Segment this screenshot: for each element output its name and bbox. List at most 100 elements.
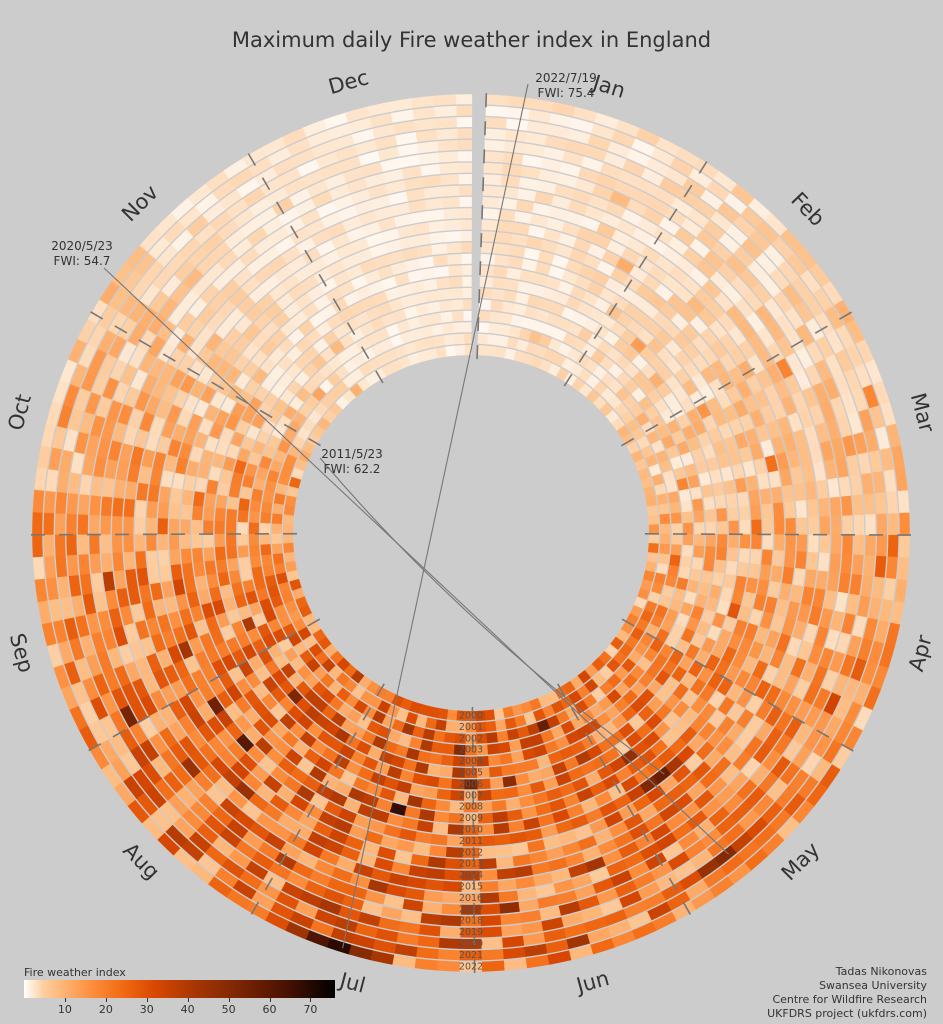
year-labels: 2000200120022003200420052006200720082009…	[459, 711, 483, 973]
heatmap-cell	[678, 772, 699, 793]
heatmap-cell	[501, 946, 526, 960]
heatmap-cell	[815, 335, 835, 360]
heatmap-cell	[748, 229, 772, 253]
heatmap-cell	[899, 535, 910, 559]
heatmap-cell	[254, 736, 274, 755]
heatmap-cell	[695, 741, 715, 761]
heatmap-cell	[52, 425, 68, 450]
heatmap-cell	[820, 440, 835, 463]
heatmap-cell	[606, 347, 623, 363]
heatmap-cell	[630, 921, 657, 941]
heatmap-cell	[739, 413, 755, 433]
heatmap-cell	[431, 822, 449, 835]
heatmap-cell	[264, 574, 277, 588]
heatmap-cell	[683, 839, 707, 861]
heatmap-cell	[772, 550, 784, 568]
heatmap-cell	[708, 320, 728, 340]
heatmap-cell	[143, 259, 166, 283]
heatmap-cell	[248, 284, 269, 304]
heatmap-cell	[477, 333, 489, 345]
heatmap-cell	[252, 440, 266, 456]
heatmap-cell	[543, 228, 562, 243]
heatmap-cell	[205, 615, 220, 633]
heatmap-cell	[321, 704, 338, 721]
heatmap-cell	[790, 466, 804, 486]
heatmap-cell	[398, 769, 415, 783]
heatmap-cell	[646, 901, 672, 921]
heatmap-cell	[706, 777, 728, 798]
heatmap-cell	[139, 635, 156, 657]
heatmap-cell	[560, 912, 584, 928]
heatmap-cell	[571, 189, 593, 205]
heatmap-cell	[204, 262, 226, 284]
heatmap-cell	[390, 359, 404, 373]
heatmap-cell	[694, 522, 705, 535]
heatmap-cell	[63, 383, 81, 409]
heatmap-cell	[331, 134, 356, 151]
heatmap-cell	[321, 746, 339, 763]
heatmap-cell	[862, 685, 882, 712]
heatmap-cell	[554, 819, 574, 835]
heatmap-cell	[244, 860, 269, 881]
heatmap-cell	[371, 710, 387, 724]
heatmap-cell	[783, 717, 803, 740]
heatmap-cell	[887, 513, 899, 537]
heatmap-cell	[637, 467, 651, 481]
heatmap-cell	[123, 424, 139, 446]
heatmap-cell	[405, 876, 427, 890]
heatmap-cell	[831, 745, 853, 771]
heatmap-cell	[285, 494, 297, 507]
heatmap-cell	[791, 391, 808, 413]
heatmap-cell	[627, 148, 652, 168]
heatmap-cell	[436, 128, 459, 140]
heatmap-cell	[249, 544, 261, 557]
heatmap-cell	[189, 800, 212, 823]
heatmap-cell	[651, 911, 677, 932]
heatmap-cell	[366, 101, 392, 117]
month-tick-mar	[621, 308, 858, 447]
heatmap-cell	[295, 784, 316, 802]
heatmap-cell	[796, 603, 811, 624]
heatmap-cell	[601, 773, 621, 791]
heatmap-cell	[668, 236, 690, 256]
heatmap-cell	[262, 490, 275, 503]
heatmap-cell	[756, 579, 770, 597]
heatmap-cell	[207, 875, 233, 898]
heatmap-cell	[221, 768, 243, 789]
heatmap-cell	[255, 206, 279, 226]
heatmap-cell	[884, 622, 901, 648]
heatmap-cell	[584, 205, 606, 222]
heatmap-cell	[295, 336, 313, 354]
heatmap-cell	[460, 230, 472, 242]
heatmap-cell	[457, 151, 472, 162]
heatmap-cell	[66, 492, 79, 515]
heatmap-cell	[613, 697, 630, 714]
heatmap-cell	[729, 831, 753, 854]
heatmap-cell	[377, 302, 393, 316]
heatmap-cell	[262, 633, 277, 649]
heatmap-cell	[485, 94, 510, 106]
heatmap-cell	[226, 443, 241, 460]
heatmap-cell	[737, 809, 761, 832]
heatmap-cell	[440, 754, 454, 766]
heatmap-cell	[735, 779, 758, 801]
heatmap-cell	[57, 639, 74, 665]
heatmap-cell	[424, 775, 440, 788]
heatmap-cell	[37, 444, 52, 469]
heatmap-cell	[272, 502, 284, 515]
heatmap-cell	[277, 439, 292, 454]
heatmap-cell	[675, 745, 695, 765]
heatmap-cell	[529, 98, 555, 113]
heatmap-cell	[757, 771, 779, 795]
heatmap-cell	[479, 915, 502, 927]
heatmap-cell	[369, 950, 395, 965]
heatmap-cell	[234, 780, 256, 801]
heatmap-cell	[865, 514, 876, 536]
heatmap-cell	[203, 546, 215, 562]
credit-project: UKFDRS project (ukfdrs.com)	[767, 1007, 927, 1020]
heatmap-cell	[343, 834, 365, 851]
heatmap-cell	[416, 750, 431, 763]
heatmap-cell	[161, 419, 177, 439]
heatmap-cell	[706, 180, 731, 202]
heatmap-cell	[179, 289, 200, 312]
